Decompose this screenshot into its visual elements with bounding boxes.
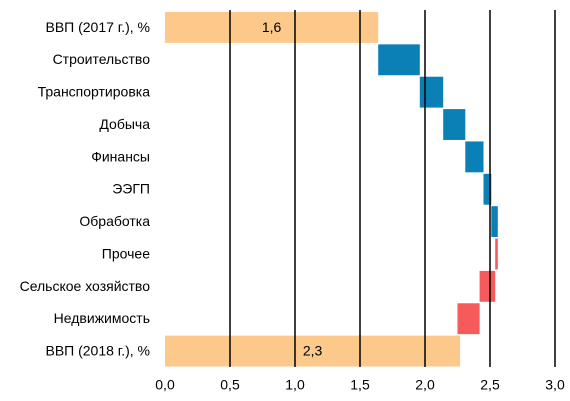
delta-bar — [465, 141, 484, 173]
x-tick-label: 3,0 — [545, 377, 565, 393]
y-tick-label: Недвижимость — [54, 310, 150, 326]
delta-bar — [443, 109, 466, 140]
total-bar — [165, 12, 379, 43]
x-tick-label: 2,0 — [415, 377, 435, 393]
total-bar — [165, 335, 461, 367]
delta-bar — [457, 303, 480, 335]
delta-bar — [419, 76, 444, 108]
x-tick-label: 1,5 — [350, 377, 370, 393]
y-tick-label: ВВП (2018 г.), % — [45, 343, 150, 359]
delta-bar — [378, 44, 420, 76]
x-tick-label: 2,5 — [480, 377, 500, 393]
y-tick-label: Обработка — [79, 213, 150, 229]
y-tick-label: ЭЭГП — [112, 181, 150, 197]
y-tick-label: Строительство — [53, 51, 151, 67]
delta-bar — [491, 206, 498, 238]
x-tick-label: 1,0 — [285, 377, 305, 393]
y-tick-label: Финансы — [91, 148, 150, 164]
x-tick-label: 0,5 — [220, 377, 240, 393]
y-tick-label: Добыча — [99, 116, 150, 132]
y-tick-label: ВВП (2017 г.), % — [45, 19, 150, 35]
delta-bar — [479, 270, 496, 302]
x-tick-label: 0,0 — [155, 377, 175, 393]
data-label: 2,3 — [303, 343, 323, 359]
y-tick-label: Сельское хозяйство — [20, 278, 151, 294]
delta-bar — [495, 238, 498, 270]
delta-bar — [483, 173, 492, 205]
data-label: 1,6 — [262, 19, 282, 35]
y-tick-label: Прочее — [102, 245, 150, 261]
y-tick-label: Транспортировка — [38, 84, 151, 100]
